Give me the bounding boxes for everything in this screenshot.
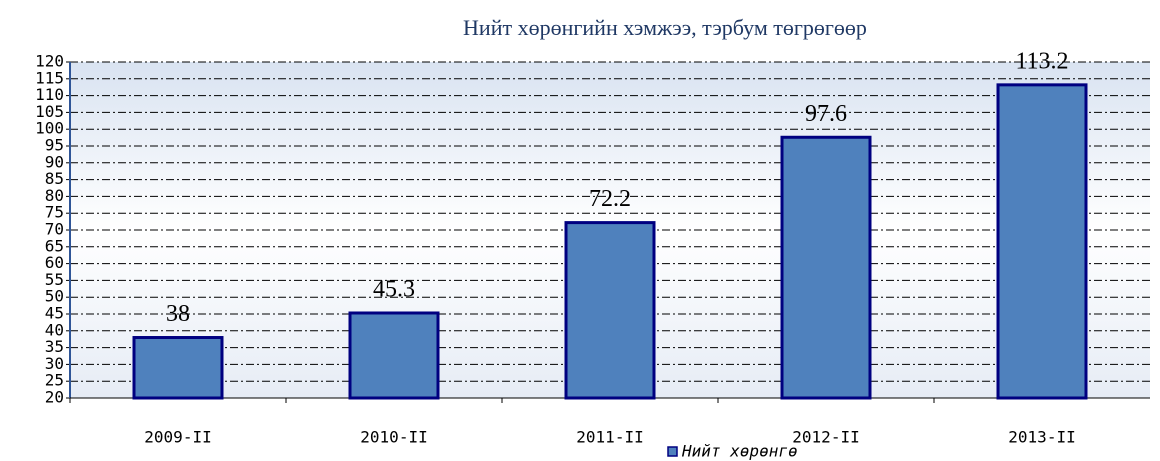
bar — [132, 336, 224, 400]
y-tick-label: 35 — [45, 337, 64, 356]
x-tick-label: 2012-II — [792, 428, 859, 447]
y-tick-label: 65 — [45, 236, 64, 255]
x-tick-label: 2013-II — [1008, 428, 1075, 447]
data-label: 45.3 — [373, 276, 415, 302]
y-tick-label: 95 — [45, 136, 64, 155]
y-tick-label: 85 — [45, 169, 64, 188]
y-tick-label: 50 — [45, 287, 64, 306]
y-tick-label: 80 — [45, 186, 64, 205]
data-label: 38 — [166, 301, 190, 327]
x-tick-label: 2009-II — [144, 428, 211, 447]
legend-label: Нийт хөрөнгө — [681, 442, 798, 461]
bar — [996, 83, 1088, 400]
data-label: 97.6 — [805, 101, 847, 127]
y-tick-label: 25 — [45, 371, 64, 390]
y-tick-label: 110 — [35, 85, 64, 104]
y-tick-label: 60 — [45, 253, 64, 272]
y-tick-label: 70 — [45, 220, 64, 239]
chart-title: Нийт хөрөнгийн хэмжээ, тэрбум төгрөгөөр — [463, 15, 867, 40]
data-label: 113.2 — [1015, 48, 1068, 74]
y-tick-label: 40 — [45, 320, 64, 339]
y-tick-label: 20 — [45, 388, 64, 407]
y-tick-label: 75 — [45, 203, 64, 222]
legend-swatch — [667, 446, 678, 457]
y-tick-label: 100 — [35, 119, 64, 138]
y-tick-label: 105 — [35, 102, 64, 121]
bar — [348, 311, 440, 400]
y-tick-label: 55 — [45, 270, 64, 289]
bar — [564, 221, 656, 400]
y-tick-label: 45 — [45, 304, 64, 323]
data-label: 72.2 — [589, 186, 631, 212]
y-tick-label: 90 — [45, 152, 64, 171]
bar — [780, 135, 872, 400]
y-tick-label: 30 — [45, 354, 64, 373]
x-tick-label: 2010-II — [360, 428, 427, 447]
y-tick-label: 120 — [35, 52, 64, 71]
x-tick-label: 2011-II — [576, 428, 643, 447]
y-tick-label: 115 — [35, 68, 64, 87]
